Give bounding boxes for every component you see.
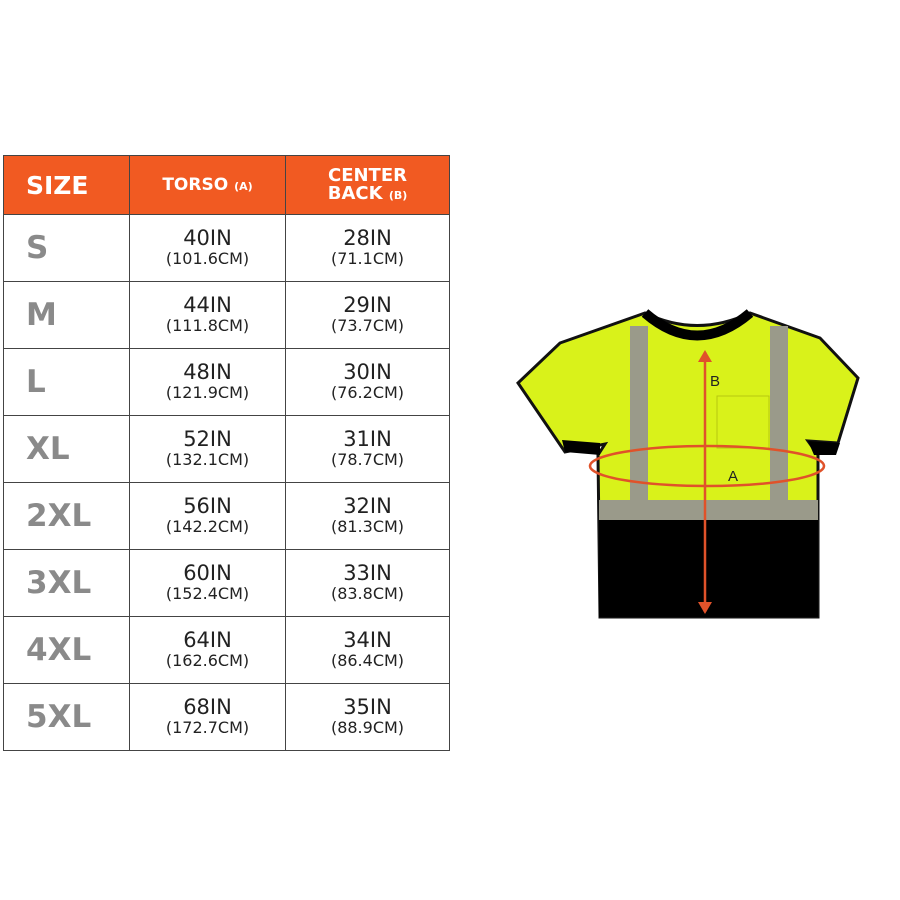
back-cm: (76.2CM) (330, 383, 405, 402)
label-b: B (710, 373, 720, 390)
header-back-tag: (B) (388, 189, 408, 202)
back-in: 31IN (343, 427, 392, 451)
back-cell: 28IN (71.1CM) (285, 214, 450, 282)
back-cm: (88.9CM) (330, 718, 405, 737)
torso-cm: (121.9CM) (165, 383, 250, 402)
sleeve-cuff-left (562, 440, 600, 455)
torso-cell: 40IN (101.6CM) (129, 214, 286, 282)
reflective-band (599, 500, 818, 520)
table-row: S 40IN (101.6CM) 28IN (71.1CM) (3, 214, 450, 282)
shirt-bottom-panel (599, 520, 818, 617)
torso-cm: (142.2CM) (165, 517, 250, 536)
torso-cm: (152.4CM) (165, 584, 250, 603)
torso-in: 64IN (183, 628, 232, 652)
label-a: A (728, 468, 738, 485)
size-cell: 4XL (3, 616, 130, 684)
table-row: L 48IN (121.9CM) 30IN (76.2CM) (3, 348, 450, 416)
back-in: 30IN (343, 360, 392, 384)
torso-in: 44IN (183, 293, 232, 317)
torso-cell: 48IN (121.9CM) (129, 348, 286, 416)
torso-cm: (172.7CM) (165, 718, 250, 737)
reflective-stripe-right (770, 326, 788, 500)
back-in: 28IN (343, 226, 392, 250)
back-cell: 35IN (88.9CM) (285, 683, 450, 751)
back-cell: 30IN (76.2CM) (285, 348, 450, 416)
back-in: 32IN (343, 494, 392, 518)
back-cm: (83.8CM) (330, 584, 405, 603)
header-center-back: CENTER BACK (B) (285, 155, 450, 215)
torso-cm: (132.1CM) (165, 450, 250, 469)
back-cm: (73.7CM) (330, 316, 405, 335)
back-in: 29IN (343, 293, 392, 317)
torso-cm: (162.6CM) (165, 651, 250, 670)
back-cm: (81.3CM) (330, 517, 405, 536)
size-cell: 5XL (3, 683, 130, 751)
torso-cm: (111.8CM) (165, 316, 250, 335)
header-torso-label: TORSO (162, 174, 229, 195)
reflective-stripe-left (630, 326, 648, 500)
torso-cell: 64IN (162.6CM) (129, 616, 286, 684)
torso-in: 56IN (183, 494, 232, 518)
torso-cm: (101.6CM) (165, 249, 250, 268)
header-back-label: BACK (327, 183, 383, 204)
torso-in: 40IN (183, 226, 232, 250)
header-center-label: CENTER (327, 165, 407, 186)
back-cm: (71.1CM) (330, 249, 405, 268)
back-cell: 33IN (83.8CM) (285, 549, 450, 617)
torso-cell: 68IN (172.7CM) (129, 683, 286, 751)
size-cell: XL (3, 415, 130, 483)
size-cell: M (3, 281, 130, 349)
size-cell: S (3, 214, 130, 282)
back-in: 35IN (343, 695, 392, 719)
torso-cell: 52IN (132.1CM) (129, 415, 286, 483)
torso-cell: 56IN (142.2CM) (129, 482, 286, 550)
back-cm: (78.7CM) (330, 450, 405, 469)
arrow-head-top (698, 350, 712, 362)
collar (641, 309, 754, 341)
size-cell: L (3, 348, 130, 416)
torso-measure-ellipse (588, 444, 826, 488)
back-cell: 34IN (86.4CM) (285, 616, 450, 684)
sleeve-cuff-right (808, 441, 840, 455)
size-chart-table: SIZE TORSO (A) CENTER BACK (B) S 40IN (101… (3, 155, 450, 751)
back-in: 33IN (343, 561, 392, 585)
header-torso-tag: (A) (234, 179, 253, 193)
header-size: SIZE (3, 155, 130, 215)
back-cell: 29IN (73.7CM) (285, 281, 450, 349)
table-row: XL 52IN (132.1CM) 31IN (78.7CM) (3, 415, 450, 483)
back-in: 34IN (343, 628, 392, 652)
torso-in: 52IN (183, 427, 232, 451)
back-cell: 32IN (81.3CM) (285, 482, 450, 550)
arrow-head-bottom (698, 602, 712, 614)
table-row: 4XL 64IN (162.6CM) 34IN (86.4CM) (3, 616, 450, 684)
table-row: 5XL 68IN (172.7CM) 35IN (88.9CM) (3, 683, 450, 751)
torso-in: 48IN (183, 360, 232, 384)
table-header-row: SIZE TORSO (A) CENTER BACK (B) (3, 155, 450, 215)
back-cell: 31IN (78.7CM) (285, 415, 450, 483)
back-cm: (86.4CM) (330, 651, 405, 670)
torso-in: 68IN (183, 695, 232, 719)
torso-in: 60IN (183, 561, 232, 585)
torso-cell: 60IN (152.4CM) (129, 549, 286, 617)
